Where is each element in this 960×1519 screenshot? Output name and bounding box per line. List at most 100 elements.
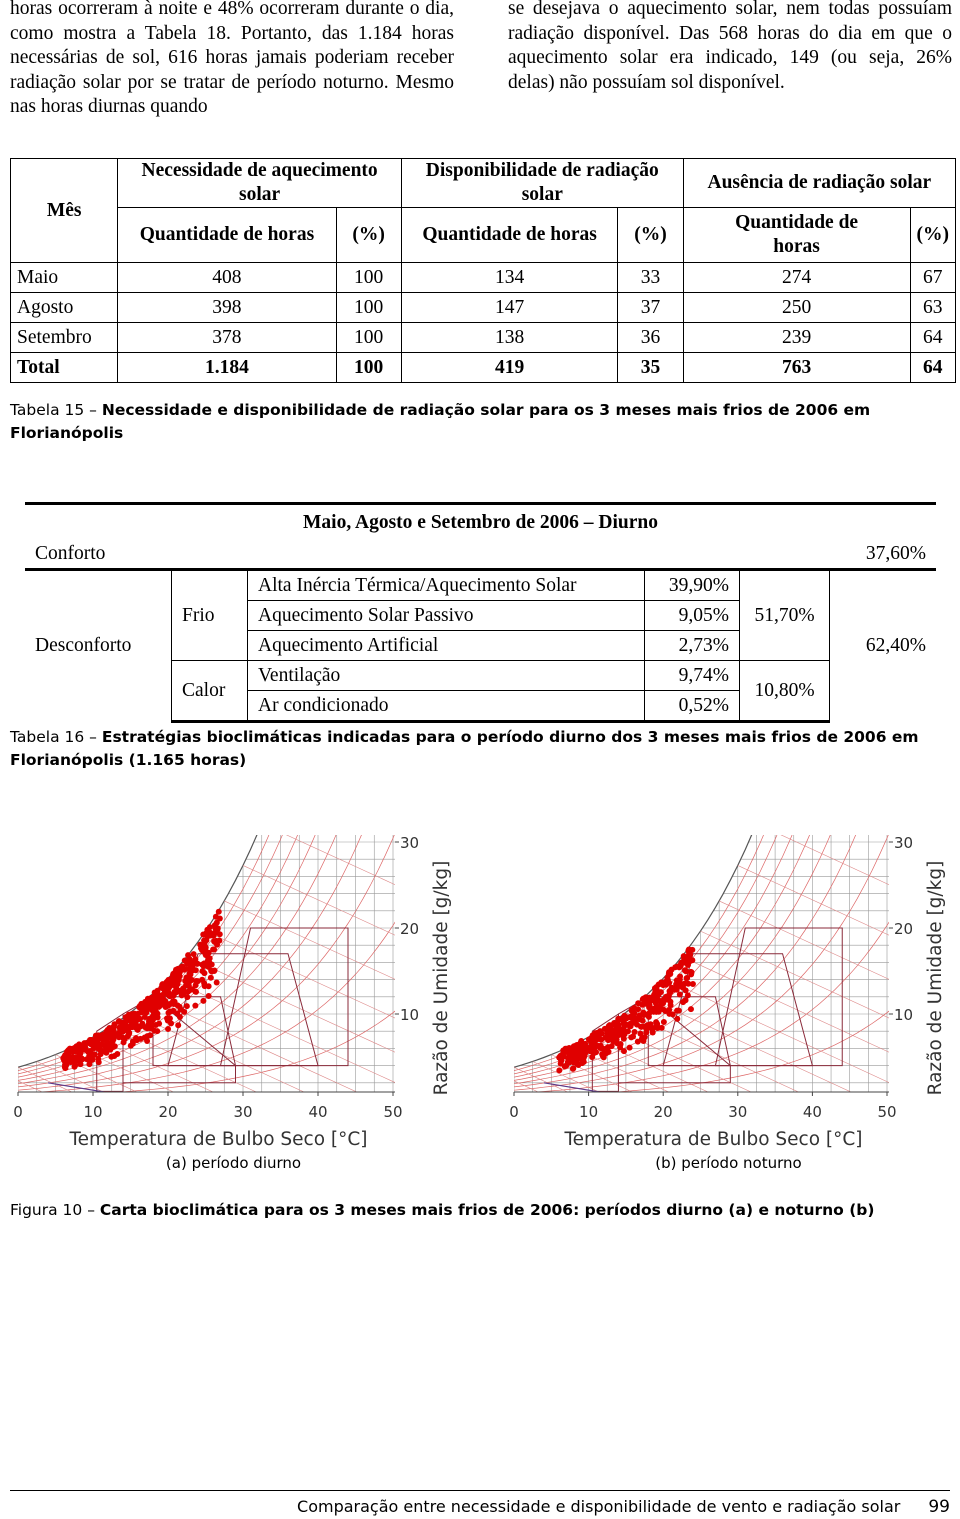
- hour-point: [216, 931, 223, 938]
- cell: 250: [682, 292, 911, 323]
- hour-point: [631, 1028, 638, 1035]
- table-row: Maio 408 100 134 33 274 67: [9, 262, 956, 293]
- hour-point: [640, 1009, 647, 1016]
- cell: 37: [617, 292, 684, 323]
- x-tick-label: 20: [158, 1103, 177, 1121]
- hour-point: [107, 1043, 114, 1050]
- x-tick-label: 50: [383, 1103, 402, 1121]
- hour-point: [655, 1008, 662, 1015]
- hour-point: [183, 1003, 190, 1010]
- wet-bulb-line: [36, 1061, 104, 1092]
- cell: 9,05%: [644, 600, 740, 631]
- hour-point: [100, 1042, 107, 1049]
- psychrometric-chart: [18, 835, 395, 1092]
- hour-point: [142, 1005, 149, 1012]
- wet-bulb-line: [780, 835, 889, 886]
- hour-point: [176, 1014, 183, 1021]
- hour-point: [210, 932, 217, 939]
- hour-point: [110, 1024, 117, 1031]
- hour-point: [78, 1046, 85, 1053]
- x-tick-label: 10: [579, 1103, 598, 1121]
- hour-point: [637, 1030, 644, 1037]
- y-tick-label: 10: [894, 1006, 913, 1024]
- hour-point: [643, 1000, 650, 1007]
- hour-point: [154, 1028, 161, 1035]
- hour-point: [165, 1026, 172, 1033]
- hour-point: [582, 1048, 589, 1055]
- cell: 239: [682, 322, 911, 353]
- cell: Alta Inércia Térmica/Aquecimento Solar: [247, 569, 645, 601]
- hour-point: [626, 1044, 633, 1051]
- hour-point: [171, 989, 178, 996]
- cell: 1.184: [117, 352, 337, 383]
- header-cell: Mês: [9, 158, 119, 263]
- x-tick-label: 30: [233, 1103, 252, 1121]
- hour-point: [562, 1045, 569, 1052]
- hour-point: [621, 1012, 628, 1019]
- cell: 64: [909, 352, 956, 383]
- wet-bulb-line: [719, 900, 889, 980]
- figure: 0 10 20 30 40 50 10 20 30 Temperatura de Bulbo Se…: [13, 834, 946, 1172]
- wet-bulb-line: [607, 1025, 752, 1092]
- hour-point: [653, 984, 660, 991]
- hour-point: [597, 1044, 604, 1051]
- hour-point: [666, 968, 673, 975]
- cell: 9,74%: [644, 660, 740, 691]
- cell: Ventilação: [247, 660, 645, 691]
- cell: 763: [682, 352, 911, 383]
- rh-curve: [18, 835, 337, 1085]
- page-number: 99: [928, 1497, 950, 1517]
- hour-point: [160, 985, 167, 992]
- hour-point: [682, 997, 689, 1004]
- cell: 408: [117, 262, 337, 293]
- hour-point: [634, 1038, 641, 1045]
- hour-point: [606, 1022, 613, 1029]
- hour-point: [673, 981, 680, 988]
- cell: 62,40%: [865, 635, 926, 657]
- x-tick-label: 0: [509, 1103, 519, 1121]
- y-tick-label: 10: [400, 1006, 419, 1024]
- hour-point: [151, 1007, 158, 1014]
- hour-point: [614, 1040, 621, 1047]
- hour-point: [103, 1049, 110, 1056]
- header-cell: (%): [617, 207, 684, 263]
- hour-point: [668, 984, 675, 991]
- hour-point: [646, 994, 653, 1001]
- x-tick-label: 20: [654, 1103, 673, 1121]
- strategy-zone: [96, 1013, 124, 1092]
- hour-point: [214, 941, 221, 948]
- hour-point: [626, 1023, 633, 1030]
- hour-point: [192, 1002, 199, 1009]
- hour-point: [141, 1013, 148, 1020]
- hour-point: [201, 980, 208, 987]
- hour-point: [109, 1038, 116, 1045]
- hour-point: [615, 1016, 622, 1023]
- wet-bulb-line: [285, 835, 395, 886]
- cell: 100: [335, 322, 402, 353]
- hour-point: [126, 1017, 133, 1024]
- header-cell: Ausência de radiação solar: [682, 158, 957, 208]
- hour-point: [686, 958, 693, 965]
- hour-point: [165, 989, 172, 996]
- hour-point: [680, 953, 687, 960]
- hour-point: [103, 1035, 110, 1042]
- hour-point: [676, 991, 683, 998]
- wet-bulb-line: [18, 1067, 73, 1092]
- wet-bulb-line: [242, 865, 395, 936]
- x-tick-label: 0: [13, 1103, 23, 1121]
- wet-bulb-line: [588, 1036, 709, 1092]
- hour-point: [569, 1065, 576, 1072]
- hour-point: [77, 1061, 84, 1068]
- hour-point: [82, 1046, 89, 1053]
- hour-point: [639, 1017, 646, 1024]
- cell: 138: [400, 322, 619, 353]
- hour-point: [174, 976, 181, 983]
- x-tick-label: 10: [83, 1103, 102, 1121]
- hour-point: [164, 978, 171, 985]
- hour-point: [687, 1006, 694, 1013]
- hour-point: [685, 980, 692, 987]
- cell: Desconforto: [35, 635, 132, 657]
- rh-curve: [514, 835, 778, 1075]
- hour-point: [64, 1048, 71, 1055]
- cell: 37,60%: [829, 539, 936, 571]
